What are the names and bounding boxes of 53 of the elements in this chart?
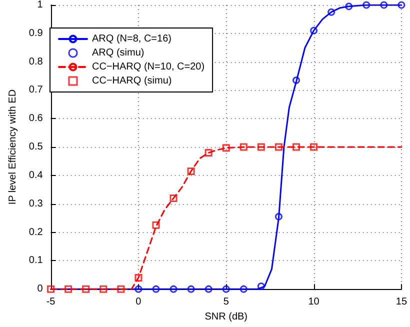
point bbox=[328, 8, 336, 16]
point bbox=[222, 144, 230, 152]
y-tick-label: 0.7 bbox=[28, 84, 44, 96]
point bbox=[134, 274, 142, 282]
point bbox=[292, 143, 300, 151]
x-tick-label: 0 bbox=[136, 296, 142, 308]
point bbox=[100, 285, 108, 293]
y-tick-label: 0.2 bbox=[28, 226, 44, 238]
x-tick-label: 10 bbox=[308, 296, 320, 308]
point bbox=[170, 285, 178, 293]
y-tick-label: 0 bbox=[37, 284, 44, 295]
point bbox=[187, 167, 195, 175]
y-tick-label: 0.8 bbox=[28, 56, 44, 68]
point bbox=[257, 143, 265, 151]
point bbox=[222, 285, 230, 293]
point bbox=[204, 285, 212, 293]
point bbox=[362, 1, 370, 9]
y-tick-label: 0.6 bbox=[28, 113, 44, 124]
y-tick-label: 1 bbox=[37, 0, 44, 10]
legend-label: ARQ (N=8, C=16) bbox=[92, 34, 172, 44]
point bbox=[152, 221, 160, 229]
x-axis-title: SNR (dB) bbox=[204, 312, 248, 322]
point bbox=[152, 285, 160, 293]
point bbox=[170, 194, 178, 202]
point bbox=[310, 26, 318, 34]
x-tick-label: 15 bbox=[396, 296, 408, 308]
y-tick-label: 0.5 bbox=[28, 142, 44, 153]
point bbox=[187, 285, 195, 293]
x-tick-label: 5 bbox=[223, 296, 230, 308]
y-axis-title: IP level Efficiency with ED bbox=[8, 89, 18, 205]
point bbox=[47, 285, 55, 293]
point bbox=[310, 143, 318, 151]
legend-label: CC−HARQ (N=10, C=20) bbox=[92, 62, 205, 72]
point bbox=[292, 76, 300, 84]
legend-label: ARQ (simu) bbox=[92, 48, 144, 58]
y-tick-label: 0.4 bbox=[28, 170, 44, 181]
point bbox=[257, 282, 265, 290]
point bbox=[117, 285, 125, 293]
y-tick-label: 0.1 bbox=[28, 255, 44, 266]
y-tick-label: 0.9 bbox=[28, 28, 44, 39]
point bbox=[134, 285, 142, 293]
point bbox=[274, 143, 282, 151]
x-tick-label: -5 bbox=[46, 296, 56, 308]
point bbox=[380, 1, 388, 9]
point bbox=[345, 2, 353, 10]
point bbox=[204, 148, 212, 156]
point bbox=[274, 212, 282, 220]
point bbox=[240, 143, 248, 151]
point bbox=[240, 285, 248, 293]
point bbox=[82, 285, 90, 293]
y-tick-label: 0.3 bbox=[28, 198, 44, 210]
legend-label: CC−HARQ (simu) bbox=[92, 76, 172, 86]
point bbox=[64, 285, 72, 293]
